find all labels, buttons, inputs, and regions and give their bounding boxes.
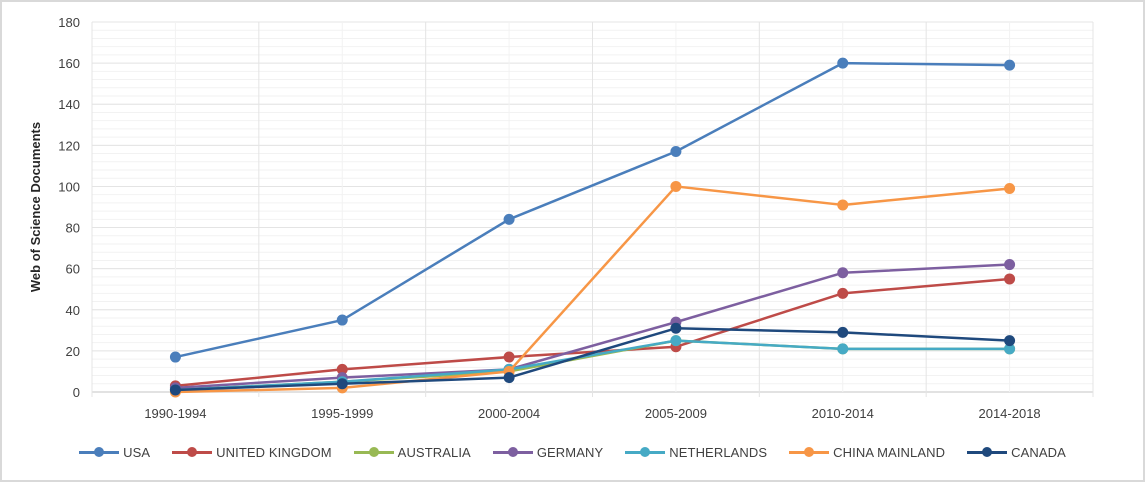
data-point[interactable] [1004, 259, 1016, 271]
y-tick-label: 80 [66, 221, 80, 236]
y-tick-label: 40 [66, 303, 80, 318]
data-point[interactable] [336, 314, 348, 326]
vertical-gridlines [91, 22, 1094, 397]
data-point[interactable] [1004, 273, 1016, 285]
data-point[interactable] [503, 213, 515, 225]
x-tick-label: 2005-2009 [645, 406, 707, 421]
data-point[interactable] [837, 57, 849, 69]
data-series [169, 57, 1016, 398]
y-tick-label: 0 [73, 385, 80, 400]
y-tick-label: 100 [58, 179, 80, 194]
legend-marker-icon [79, 446, 120, 458]
series-canada [169, 322, 1016, 396]
data-point[interactable] [336, 378, 348, 390]
legend-label: CANADA [1011, 444, 1066, 460]
legend-label: AUSTRALIA [397, 444, 471, 460]
legend-item-netherlands[interactable]: NETHERLANDS [625, 445, 767, 460]
y-tick-label: 20 [66, 344, 80, 359]
legend-marker-icon [789, 446, 830, 458]
data-point[interactable] [837, 343, 849, 355]
line-chart: 0 20 40 60 80 100 120 140 160 180 1990-1994 1995-1… [28, 15, 1094, 421]
x-tick-label: 2010-2014 [812, 406, 874, 421]
y-tick-label: 160 [58, 56, 80, 71]
data-point[interactable] [169, 384, 181, 396]
legend-marker-icon [625, 446, 666, 458]
legend: USA UNITED KINGDOM AUSTRALIA GERMANY NETHERL… [0, 440, 1145, 464]
data-point[interactable] [503, 351, 515, 363]
legend-marker-icon [353, 446, 394, 458]
y-tick-label: 60 [66, 262, 80, 277]
legend-marker-icon [492, 446, 533, 458]
data-point[interactable] [503, 372, 515, 384]
data-point[interactable] [670, 180, 682, 192]
data-point[interactable] [837, 267, 849, 279]
data-point[interactable] [1004, 335, 1016, 347]
y-tick-label: 180 [58, 15, 80, 30]
x-axis-ticks: 1990-1994 1995-1999 2000-2004 2005-2009 2010… [144, 406, 1040, 421]
data-point[interactable] [336, 363, 348, 375]
legend-label: UNITED KINGDOM [216, 444, 332, 460]
series-usa [169, 57, 1016, 363]
legend-marker-icon [967, 446, 1008, 458]
y-tick-label: 120 [58, 138, 80, 153]
data-point[interactable] [670, 322, 682, 334]
data-point[interactable] [670, 146, 682, 157]
legend-item-australia[interactable]: AUSTRALIA [353, 444, 471, 460]
data-point[interactable] [1004, 59, 1016, 71]
legend-item-usa[interactable]: USA [79, 445, 150, 460]
legend-item-china-mainland[interactable]: CHINA MAINLAND [789, 445, 945, 460]
y-tick-label: 140 [58, 97, 80, 112]
legend-label: GERMANY [536, 444, 604, 460]
legend-item-canada[interactable]: CANADA [967, 445, 1066, 460]
legend-label: CHINA MAINLAND [833, 444, 946, 460]
data-point[interactable] [837, 199, 849, 211]
x-tick-label: 2014-2018 [978, 406, 1040, 421]
data-point[interactable] [1004, 343, 1016, 355]
data-point[interactable] [169, 351, 181, 363]
x-tick-label: 1990-1994 [144, 406, 206, 421]
y-axis-label: Web of Science Documents [28, 122, 43, 292]
legend-label: USA [123, 444, 151, 460]
data-point[interactable] [837, 287, 849, 299]
x-tick-label: 2000-2004 [478, 406, 540, 421]
data-point[interactable] [1004, 183, 1016, 194]
data-point[interactable] [670, 335, 682, 347]
data-point[interactable] [837, 326, 849, 338]
legend-item-germany[interactable]: GERMANY [492, 444, 604, 460]
legend-item-united-kingdom[interactable]: UNITED KINGDOM [172, 445, 332, 460]
x-tick-label: 1995-1999 [311, 406, 373, 421]
legend-label: NETHERLANDS [669, 444, 768, 460]
legend-marker-icon [172, 446, 213, 458]
y-axis-ticks: 0 20 40 60 80 100 120 140 160 180 [58, 15, 80, 400]
